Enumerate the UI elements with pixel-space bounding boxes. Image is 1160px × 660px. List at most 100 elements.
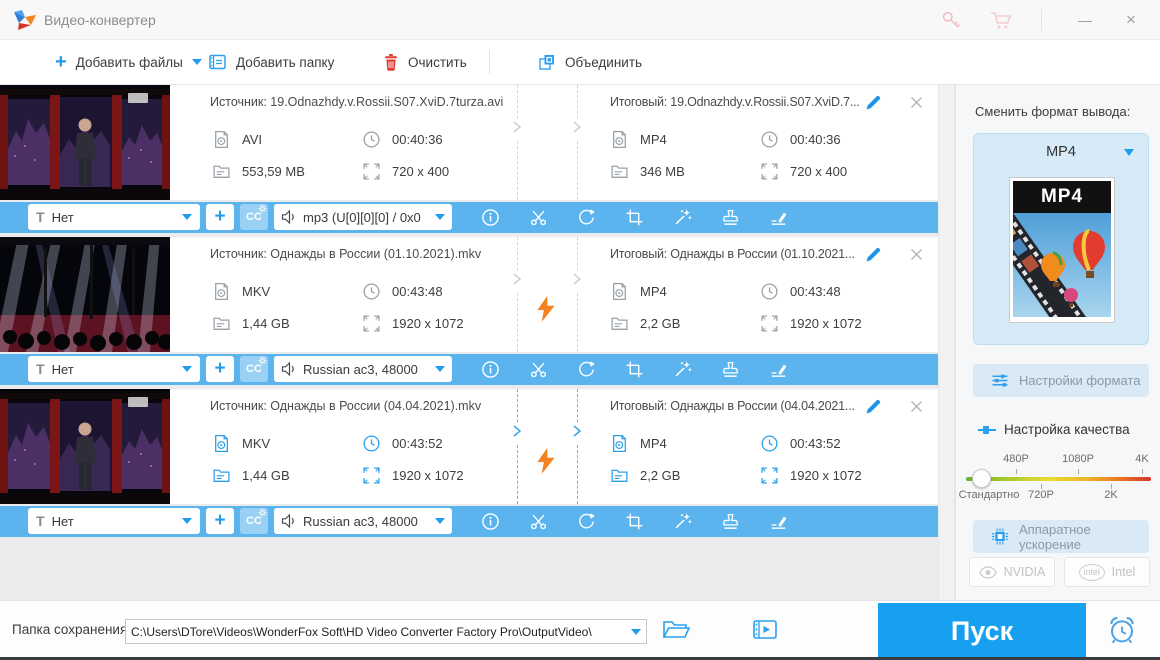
format-settings-button[interactable]: Настройки формата [973,364,1149,397]
audio-track-select[interactable]: Russian ac3, 48000 [274,508,452,534]
trash-icon [385,54,397,71]
slider-icon [978,425,996,434]
schedule-timer-button[interactable] [1106,614,1138,651]
audio-track-select[interactable]: mp3 (U[0][0][0] / 0x0 [274,204,452,230]
watermark-button[interactable] [706,506,754,537]
subtitle-t-icon: T [36,513,45,529]
vertical-scrollbar[interactable] [938,85,955,600]
video-folder-icon [753,620,777,639]
cut-button[interactable] [514,354,562,385]
effects-button[interactable] [658,354,706,385]
subtitle-select[interactable]: T Нет [28,204,200,230]
source-resolution-cell: 720 x 400 [362,155,512,187]
cut-button[interactable] [514,506,562,537]
closed-captions-button[interactable]: CC [240,508,268,534]
add-files-button[interactable]: + Добавить файлы [55,40,202,84]
closed-captions-button[interactable]: CC [240,356,268,382]
clock-icon [760,130,779,149]
output-size-cell: 2,2 GB [610,459,760,491]
quality-slider-thumb[interactable] [972,469,991,488]
subtitle-select[interactable]: T Нет [28,508,200,534]
output-format: MP4 [640,283,667,299]
clock-icon [362,434,381,453]
quality-slider-track[interactable] [966,477,1151,481]
register-key-button[interactable] [938,8,964,32]
watermark-button[interactable] [706,354,754,385]
chevron-right-icon [572,118,582,141]
output-resolution-cell: 1920 x 1072 [760,307,910,339]
subtitle-select[interactable]: T Нет [28,356,200,382]
selected-format-label: MP4 [1046,144,1076,160]
media-info-button[interactable] [466,354,514,385]
save-path-combo [125,619,647,644]
save-path-input[interactable] [126,624,626,639]
remove-file-button[interactable] [906,244,926,264]
flow-connector [572,389,582,504]
file-row[interactable]: Источник: 19.Odnazhdy.v.Rossii.S07.XviD.… [0,85,938,233]
closed-captions-button[interactable]: CC [240,204,268,230]
crop-button[interactable] [610,506,658,537]
crop-button[interactable] [610,354,658,385]
edit-subtitle-button[interactable] [754,506,802,537]
cc-label: CC [246,211,262,223]
effects-button[interactable] [658,506,706,537]
video-thumbnail [0,85,170,200]
output-duration: 00:43:52 [790,435,841,451]
close-button[interactable]: × [1126,10,1136,29]
rotate-button[interactable] [562,354,610,385]
format-badge: MP4 [1013,181,1111,213]
save-path-dropdown-button[interactable] [626,620,646,643]
bottom-bar: Папка сохранения: Пуск [0,600,1160,660]
nvidia-toggle-button[interactable]: NVIDIA [969,557,1055,587]
add-subtitle-button[interactable]: + [206,508,234,534]
audio-track-select[interactable]: Russian ac3, 48000 [274,356,452,382]
source-resolution: 720 x 400 [392,163,450,179]
output-format-selector[interactable]: MP4 MP4 [973,133,1149,345]
quality-tick-1080p: 1080P [1062,453,1094,465]
edit-subtitle-button[interactable] [754,202,802,233]
watermark-button[interactable] [706,202,754,233]
source-format: MKV [242,283,271,299]
source-duration: 00:43:48 [392,283,443,299]
output-size: 2,2 GB [640,315,681,331]
file-row[interactable]: Источник: Однажды в России (04.04.2021).… [0,389,938,537]
remove-file-button[interactable] [906,92,926,112]
rename-output-button[interactable] [864,93,883,117]
cut-button[interactable] [514,202,562,233]
chevron-down-icon [435,366,445,372]
audio-track-value: mp3 (U[0][0][0] / 0x0 [303,209,421,225]
purchase-cart-button[interactable] [988,8,1014,32]
rotate-button[interactable] [562,506,610,537]
open-output-folder-button[interactable] [752,617,778,646]
video-file-icon [212,282,231,301]
output-duration: 00:43:48 [790,283,841,299]
clear-list-button[interactable]: Очистить [383,40,467,84]
output-meta: MP4 00:40:36 346 MB [610,123,910,187]
resolution-icon [760,314,779,333]
rotate-button[interactable] [562,202,610,233]
rename-output-button[interactable] [864,245,883,269]
add-folder-button[interactable]: Добавить папку [208,40,334,84]
media-info-button[interactable] [466,202,514,233]
rename-output-button[interactable] [864,397,883,421]
minimize-button[interactable]: — [1078,12,1092,28]
gear-icon [258,508,267,520]
file-row[interactable]: Источник: Однажды в России (01.10.2021).… [0,237,938,385]
format-settings-label: Настройки формата [1019,373,1141,388]
effects-button[interactable] [658,202,706,233]
output-duration: 00:40:36 [790,131,841,147]
subtitle-value: Нет [51,209,74,225]
run-button[interactable]: Пуск [878,603,1086,659]
intel-toggle-button[interactable]: intel Intel [1064,557,1150,587]
crop-button[interactable] [610,202,658,233]
browse-folder-button[interactable] [662,617,691,646]
edit-tools [466,354,802,385]
hardware-acceleration-button[interactable]: Аппаратное ускорение [973,520,1149,553]
output-meta: MP4 00:43:48 2,2 GB [610,275,910,339]
merge-button[interactable]: Объединить [538,40,642,84]
add-subtitle-button[interactable]: + [206,204,234,230]
media-info-button[interactable] [466,506,514,537]
edit-subtitle-button[interactable] [754,354,802,385]
remove-file-button[interactable] [906,396,926,416]
add-subtitle-button[interactable]: + [206,356,234,382]
